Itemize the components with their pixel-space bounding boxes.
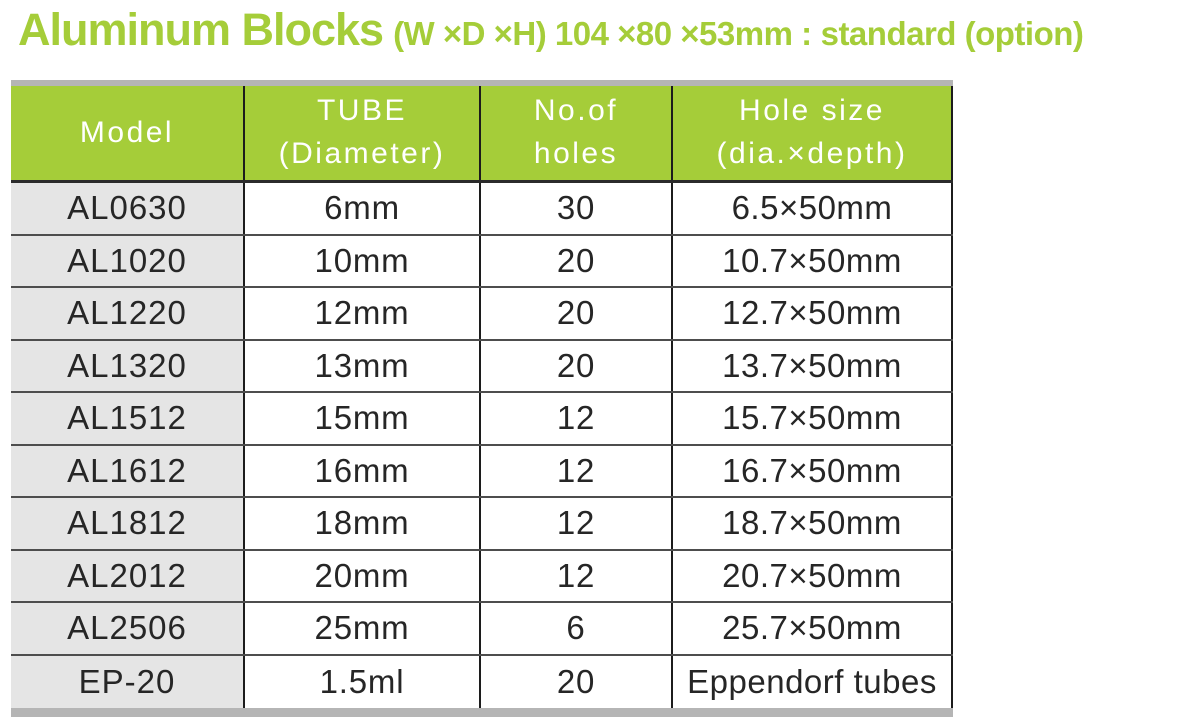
table-row: AL1020 10mm 20 10.7×50mm: [11, 235, 953, 288]
cell-hole-size: 16.7×50mm: [673, 445, 953, 496]
cell-no-of-holes: 6: [481, 603, 673, 654]
cell-tube-diameter: 6mm: [245, 183, 481, 234]
header-label: Hole size: [739, 94, 885, 128]
page-title-main: Aluminum Blocks: [18, 4, 384, 55]
cell-no-of-holes: 20: [481, 340, 673, 391]
cell-tube-diameter: 16mm: [245, 445, 481, 496]
table-top-strip: [11, 80, 953, 86]
cell-no-of-holes: 20: [481, 655, 673, 708]
cell-tube-diameter: 25mm: [245, 603, 481, 654]
header-label: TUBE: [316, 94, 407, 128]
cell-no-of-holes: 12: [481, 498, 673, 549]
cell-model: AL1612: [11, 445, 245, 496]
cell-model: AL1320: [11, 340, 245, 391]
table-row: AL1612 16mm 12 16.7×50mm: [11, 445, 953, 498]
page-title: Aluminum Blocks (W ×D ×H) 104 ×80 ×53mm …: [18, 4, 1182, 56]
cell-no-of-holes: 30: [481, 183, 673, 234]
cell-model: AL2012: [11, 550, 245, 601]
cell-model: AL1020: [11, 235, 245, 286]
header-label: (Diameter): [278, 137, 446, 170]
table-row: AL1220 12mm 20 12.7×50mm: [11, 288, 953, 341]
cell-hole-size: Eppendorf tubes: [673, 655, 953, 708]
cell-tube-diameter: 1.5ml: [245, 655, 481, 708]
cell-no-of-holes: 20: [481, 235, 673, 286]
cell-no-of-holes: 12: [481, 393, 673, 444]
cell-model: AL1220: [11, 288, 245, 339]
cell-tube-diameter: 12mm: [245, 288, 481, 339]
cell-tube-diameter: 18mm: [245, 498, 481, 549]
cell-hole-size: 13.7×50mm: [673, 340, 953, 391]
cell-no-of-holes: 12: [481, 550, 673, 601]
table-header-row: Model TUBE (Diameter) No.of holes Hole s…: [11, 86, 953, 183]
table-row: AL2506 25mm 6 25.7×50mm: [11, 603, 953, 656]
table-row: EP-20 1.5ml 20 Eppendorf tubes: [11, 655, 953, 708]
header-cell-tube-diameter: TUBE (Diameter): [245, 86, 481, 180]
cell-hole-size: 10.7×50mm: [673, 235, 953, 286]
page-title-dimensions: (W ×D ×H) 104 ×80 ×53mm :: [393, 15, 812, 52]
cell-hole-size: 18.7×50mm: [673, 498, 953, 549]
spec-table: Model TUBE (Diameter) No.of holes Hole s…: [11, 80, 953, 717]
cell-tube-diameter: 20mm: [245, 550, 481, 601]
cell-tube-diameter: 13mm: [245, 340, 481, 391]
page-title-standard-option: standard (option): [820, 15, 1084, 52]
cell-model: AL1512: [11, 393, 245, 444]
header-label: holes: [533, 137, 619, 170]
table-row: AL2012 20mm 12 20.7×50mm: [11, 550, 953, 603]
table-row: AL1512 15mm 12 15.7×50mm: [11, 393, 953, 446]
header-label: (dia.×depth): [716, 137, 908, 170]
cell-model: AL1812: [11, 498, 245, 549]
cell-hole-size: 15.7×50mm: [673, 393, 953, 444]
cell-hole-size: 12.7×50mm: [673, 288, 953, 339]
cell-model: AL0630: [11, 183, 245, 234]
table-body: AL0630 6mm 30 6.5×50mm AL1020 10mm 20 10…: [11, 183, 953, 708]
cell-hole-size: 20.7×50mm: [673, 550, 953, 601]
header-cell-model: Model: [11, 86, 245, 180]
table-row: AL1812 18mm 12 18.7×50mm: [11, 498, 953, 551]
header-label: No.of: [533, 94, 619, 128]
header-cell-no-of-holes: No.of holes: [481, 86, 673, 180]
cell-no-of-holes: 12: [481, 445, 673, 496]
table-row: AL0630 6mm 30 6.5×50mm: [11, 183, 953, 236]
header-label: Model: [79, 115, 175, 149]
cell-tube-diameter: 15mm: [245, 393, 481, 444]
cell-tube-diameter: 10mm: [245, 235, 481, 286]
cell-model: AL2506: [11, 603, 245, 654]
cell-model: EP-20: [11, 655, 245, 708]
cell-hole-size: 6.5×50mm: [673, 183, 953, 234]
table-bottom-strip: [11, 708, 953, 717]
cell-hole-size: 25.7×50mm: [673, 603, 953, 654]
table-row: AL1320 13mm 20 13.7×50mm: [11, 340, 953, 393]
cell-no-of-holes: 20: [481, 288, 673, 339]
header-cell-hole-size: Hole size (dia.×depth): [673, 86, 953, 180]
